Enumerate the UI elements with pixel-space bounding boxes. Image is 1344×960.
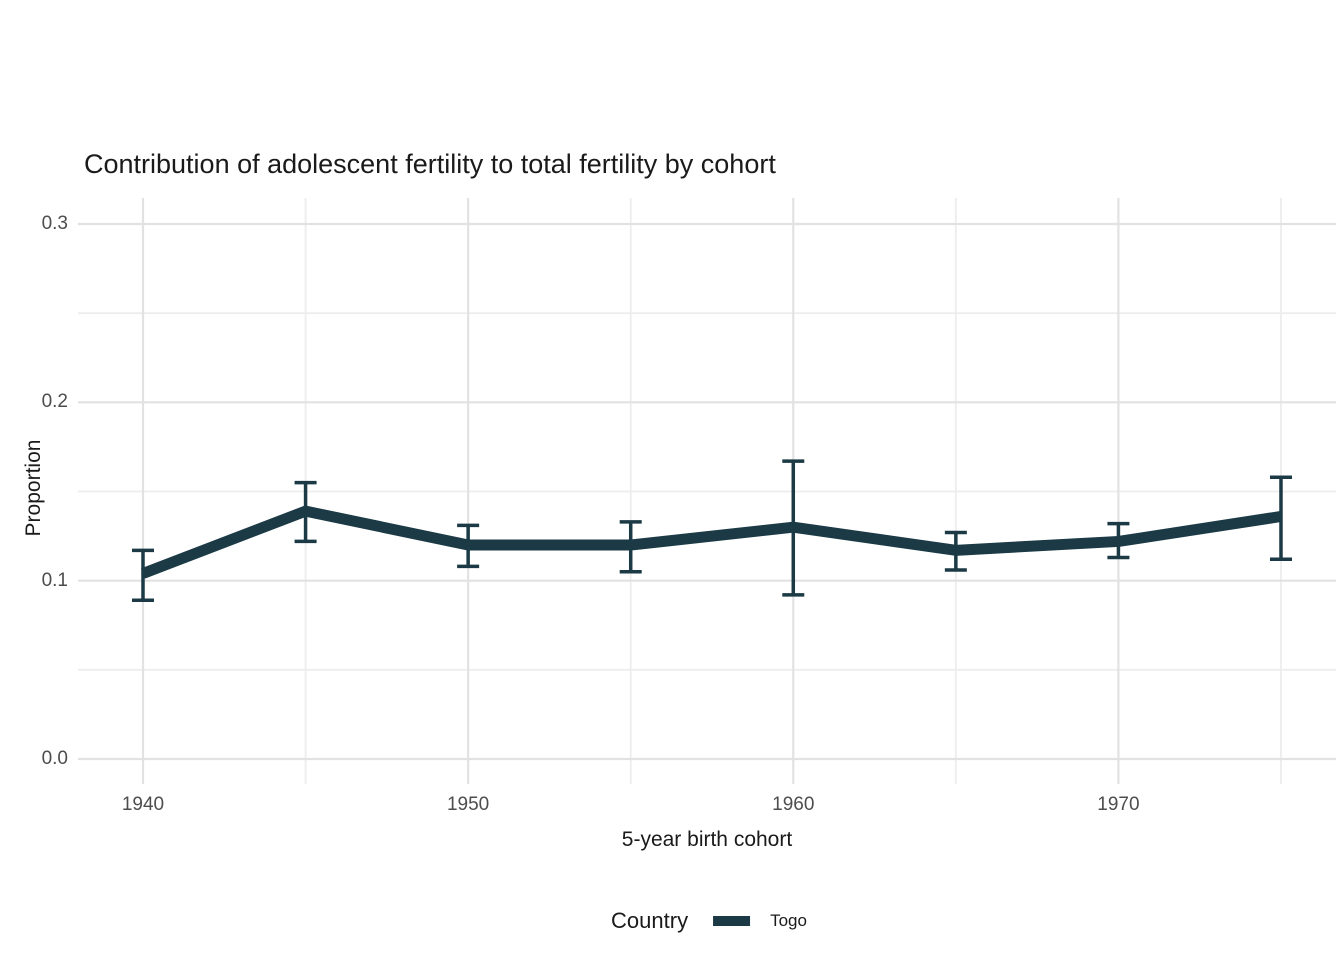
series-line-togo — [141, 505, 1282, 579]
x-tick-label: 1940 — [121, 794, 165, 815]
legend: Country Togo — [611, 908, 807, 934]
y-tick-label: 0.1 — [41, 569, 68, 591]
legend-key-line — [713, 916, 751, 926]
chart-title: Contribution of adolescent fertility to … — [84, 149, 776, 179]
x-axis-title: 5-year birth cohort — [621, 828, 793, 851]
y-tick-label: 0.3 — [41, 213, 68, 234]
legend-entry-togo: Togo — [770, 911, 807, 930]
x-tick-label: 1950 — [446, 794, 490, 815]
y-tick-label: 0.0 — [41, 748, 68, 769]
legend-title: Country — [611, 908, 689, 933]
y-tick-label: 0.2 — [41, 391, 68, 413]
x-tick-label: 1970 — [1097, 794, 1140, 815]
x-tick-label: 1960 — [772, 794, 815, 815]
